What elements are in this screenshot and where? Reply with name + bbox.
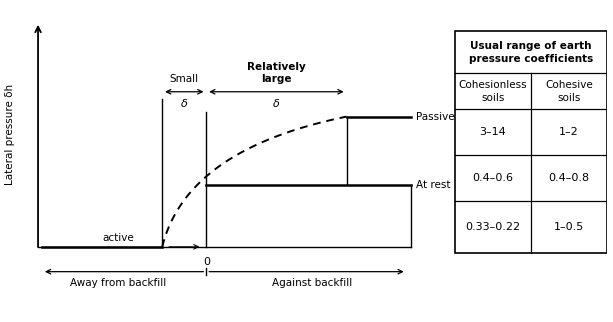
Text: 0.33–0.22: 0.33–0.22 bbox=[465, 222, 520, 232]
Text: δ: δ bbox=[273, 99, 280, 109]
Text: Cohesive
soils: Cohesive soils bbox=[545, 80, 593, 103]
Text: Passive: Passive bbox=[416, 112, 455, 122]
Text: 1–2: 1–2 bbox=[559, 127, 579, 137]
Text: 3–14: 3–14 bbox=[479, 127, 506, 137]
Text: active: active bbox=[102, 233, 134, 243]
Text: 0.4–0.6: 0.4–0.6 bbox=[472, 173, 513, 183]
Text: 0.4–0.8: 0.4–0.8 bbox=[548, 173, 589, 183]
Text: Small: Small bbox=[170, 74, 199, 84]
Text: Usual range of earth
pressure coefficients: Usual range of earth pressure coefficien… bbox=[469, 41, 593, 64]
Bar bbox=[455, 31, 607, 253]
Text: Against backfill: Against backfill bbox=[272, 278, 352, 288]
Text: Lateral pressure δh: Lateral pressure δh bbox=[5, 84, 15, 185]
Text: Relatively
large: Relatively large bbox=[247, 62, 306, 84]
Text: 0: 0 bbox=[203, 258, 210, 268]
Text: 1–0.5: 1–0.5 bbox=[554, 222, 584, 232]
Text: Away from backfill: Away from backfill bbox=[70, 278, 166, 288]
Text: Cohesionless
soils: Cohesionless soils bbox=[459, 80, 527, 103]
Text: At rest: At rest bbox=[416, 180, 451, 190]
Text: δ: δ bbox=[181, 99, 188, 109]
